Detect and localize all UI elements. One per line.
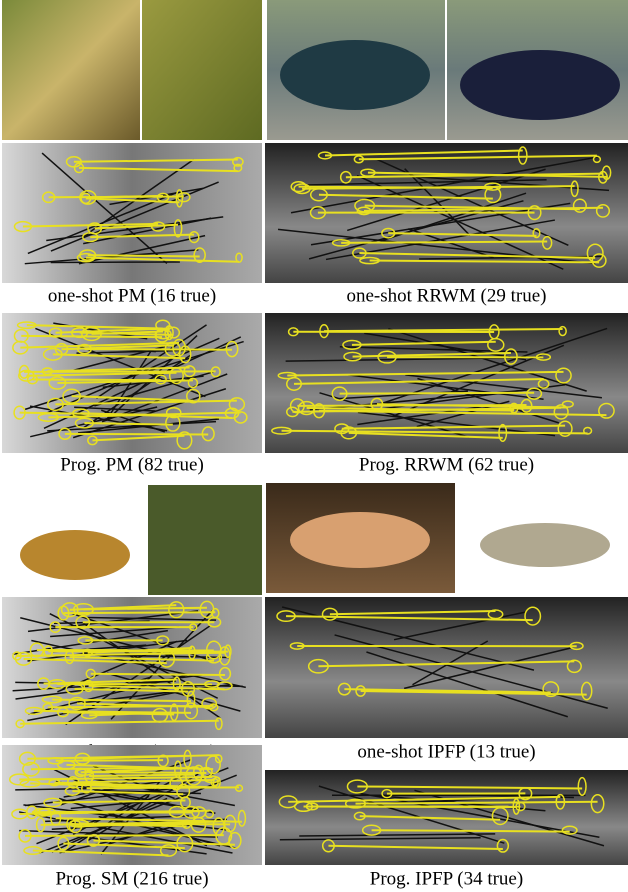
true-match [21,336,162,337]
true-match [341,241,547,242]
true-match [372,830,570,831]
caption: one-shot PM (16 true) [48,285,216,306]
true-match [88,255,200,256]
true-match [89,775,194,776]
stego-shape [480,523,610,567]
caption: Prog. RRWM (62 true) [359,454,534,475]
figure: one-shot PM (16 true) one-shot RRWM (29 t… [0,0,628,892]
true-match [56,760,163,761]
true-match [25,835,224,836]
true-match [85,349,233,350]
true-match [32,380,160,381]
true-match [65,434,208,435]
caption: Prog. SM (216 true) [55,868,208,889]
photo [2,0,140,140]
caption: Prog. PM (82 true) [60,454,204,475]
cat-shape [20,530,130,580]
true-match [49,197,184,198]
true-match [63,612,215,613]
car-shape [280,40,430,110]
car-shape [460,50,620,120]
caption: one-shot IPFP (13 true) [357,741,535,762]
true-match [91,674,225,675]
caption: Prog. IPFP (34 true) [370,868,523,889]
caption: one-shot RRWM (29 true) [346,285,546,306]
true-match [340,393,535,394]
stego-shape [290,512,430,568]
photo [142,0,262,140]
photo [148,485,262,595]
